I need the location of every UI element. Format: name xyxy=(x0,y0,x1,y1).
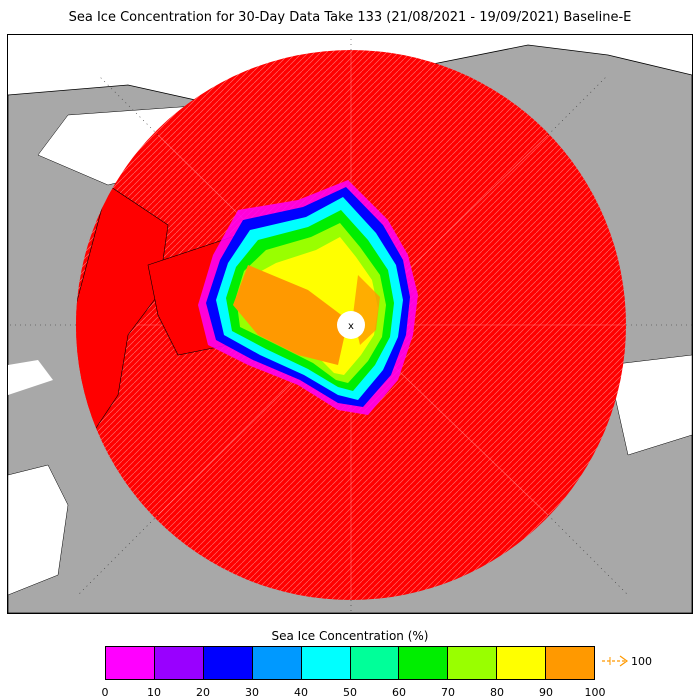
colorbar-tick-label: 60 xyxy=(392,686,406,699)
colorbar-tick-label: 50 xyxy=(343,686,357,699)
sea-ice-extent xyxy=(198,180,418,415)
colorbar-tick-label: 70 xyxy=(441,686,455,699)
colorbar-tick-label: 30 xyxy=(245,686,259,699)
colorbar-swatch xyxy=(154,647,204,679)
colorbar-swatch xyxy=(399,647,449,679)
graticule xyxy=(8,35,692,613)
legend-title: Sea Ice Concentration (%) xyxy=(271,629,429,643)
colorbar-tick-label: 40 xyxy=(294,686,308,699)
colorbar-swatch xyxy=(252,647,302,679)
sea-ice-map: x xyxy=(7,34,693,614)
colorbar-swatch xyxy=(203,647,253,679)
overflow-label: 100 xyxy=(631,655,652,668)
pole-hole xyxy=(337,311,365,339)
colorbar-tick-label: 0 xyxy=(101,686,109,699)
colorbar-swatch xyxy=(448,647,498,679)
colorbar-swatch xyxy=(106,647,155,679)
colorbar xyxy=(105,646,595,680)
colorbar-tick-label: 10 xyxy=(147,686,161,699)
pole-marker: x xyxy=(348,321,354,332)
map-title: Sea Ice Concentration for 30-Day Data Ta… xyxy=(68,10,632,25)
colorbar-tick-label: 90 xyxy=(539,686,553,699)
colorbar-swatch xyxy=(546,647,595,679)
map-canvas: x xyxy=(7,35,693,614)
colorbar-tick-label: 100 xyxy=(584,686,606,699)
overflow-arrow-icon xyxy=(602,655,629,667)
colorbar-tick-label: 80 xyxy=(490,686,504,699)
colorbar-swatch xyxy=(497,647,547,679)
colorbar-tick-label: 20 xyxy=(196,686,210,699)
colorbar-swatch xyxy=(301,647,351,679)
colorbar-swatch xyxy=(350,647,400,679)
